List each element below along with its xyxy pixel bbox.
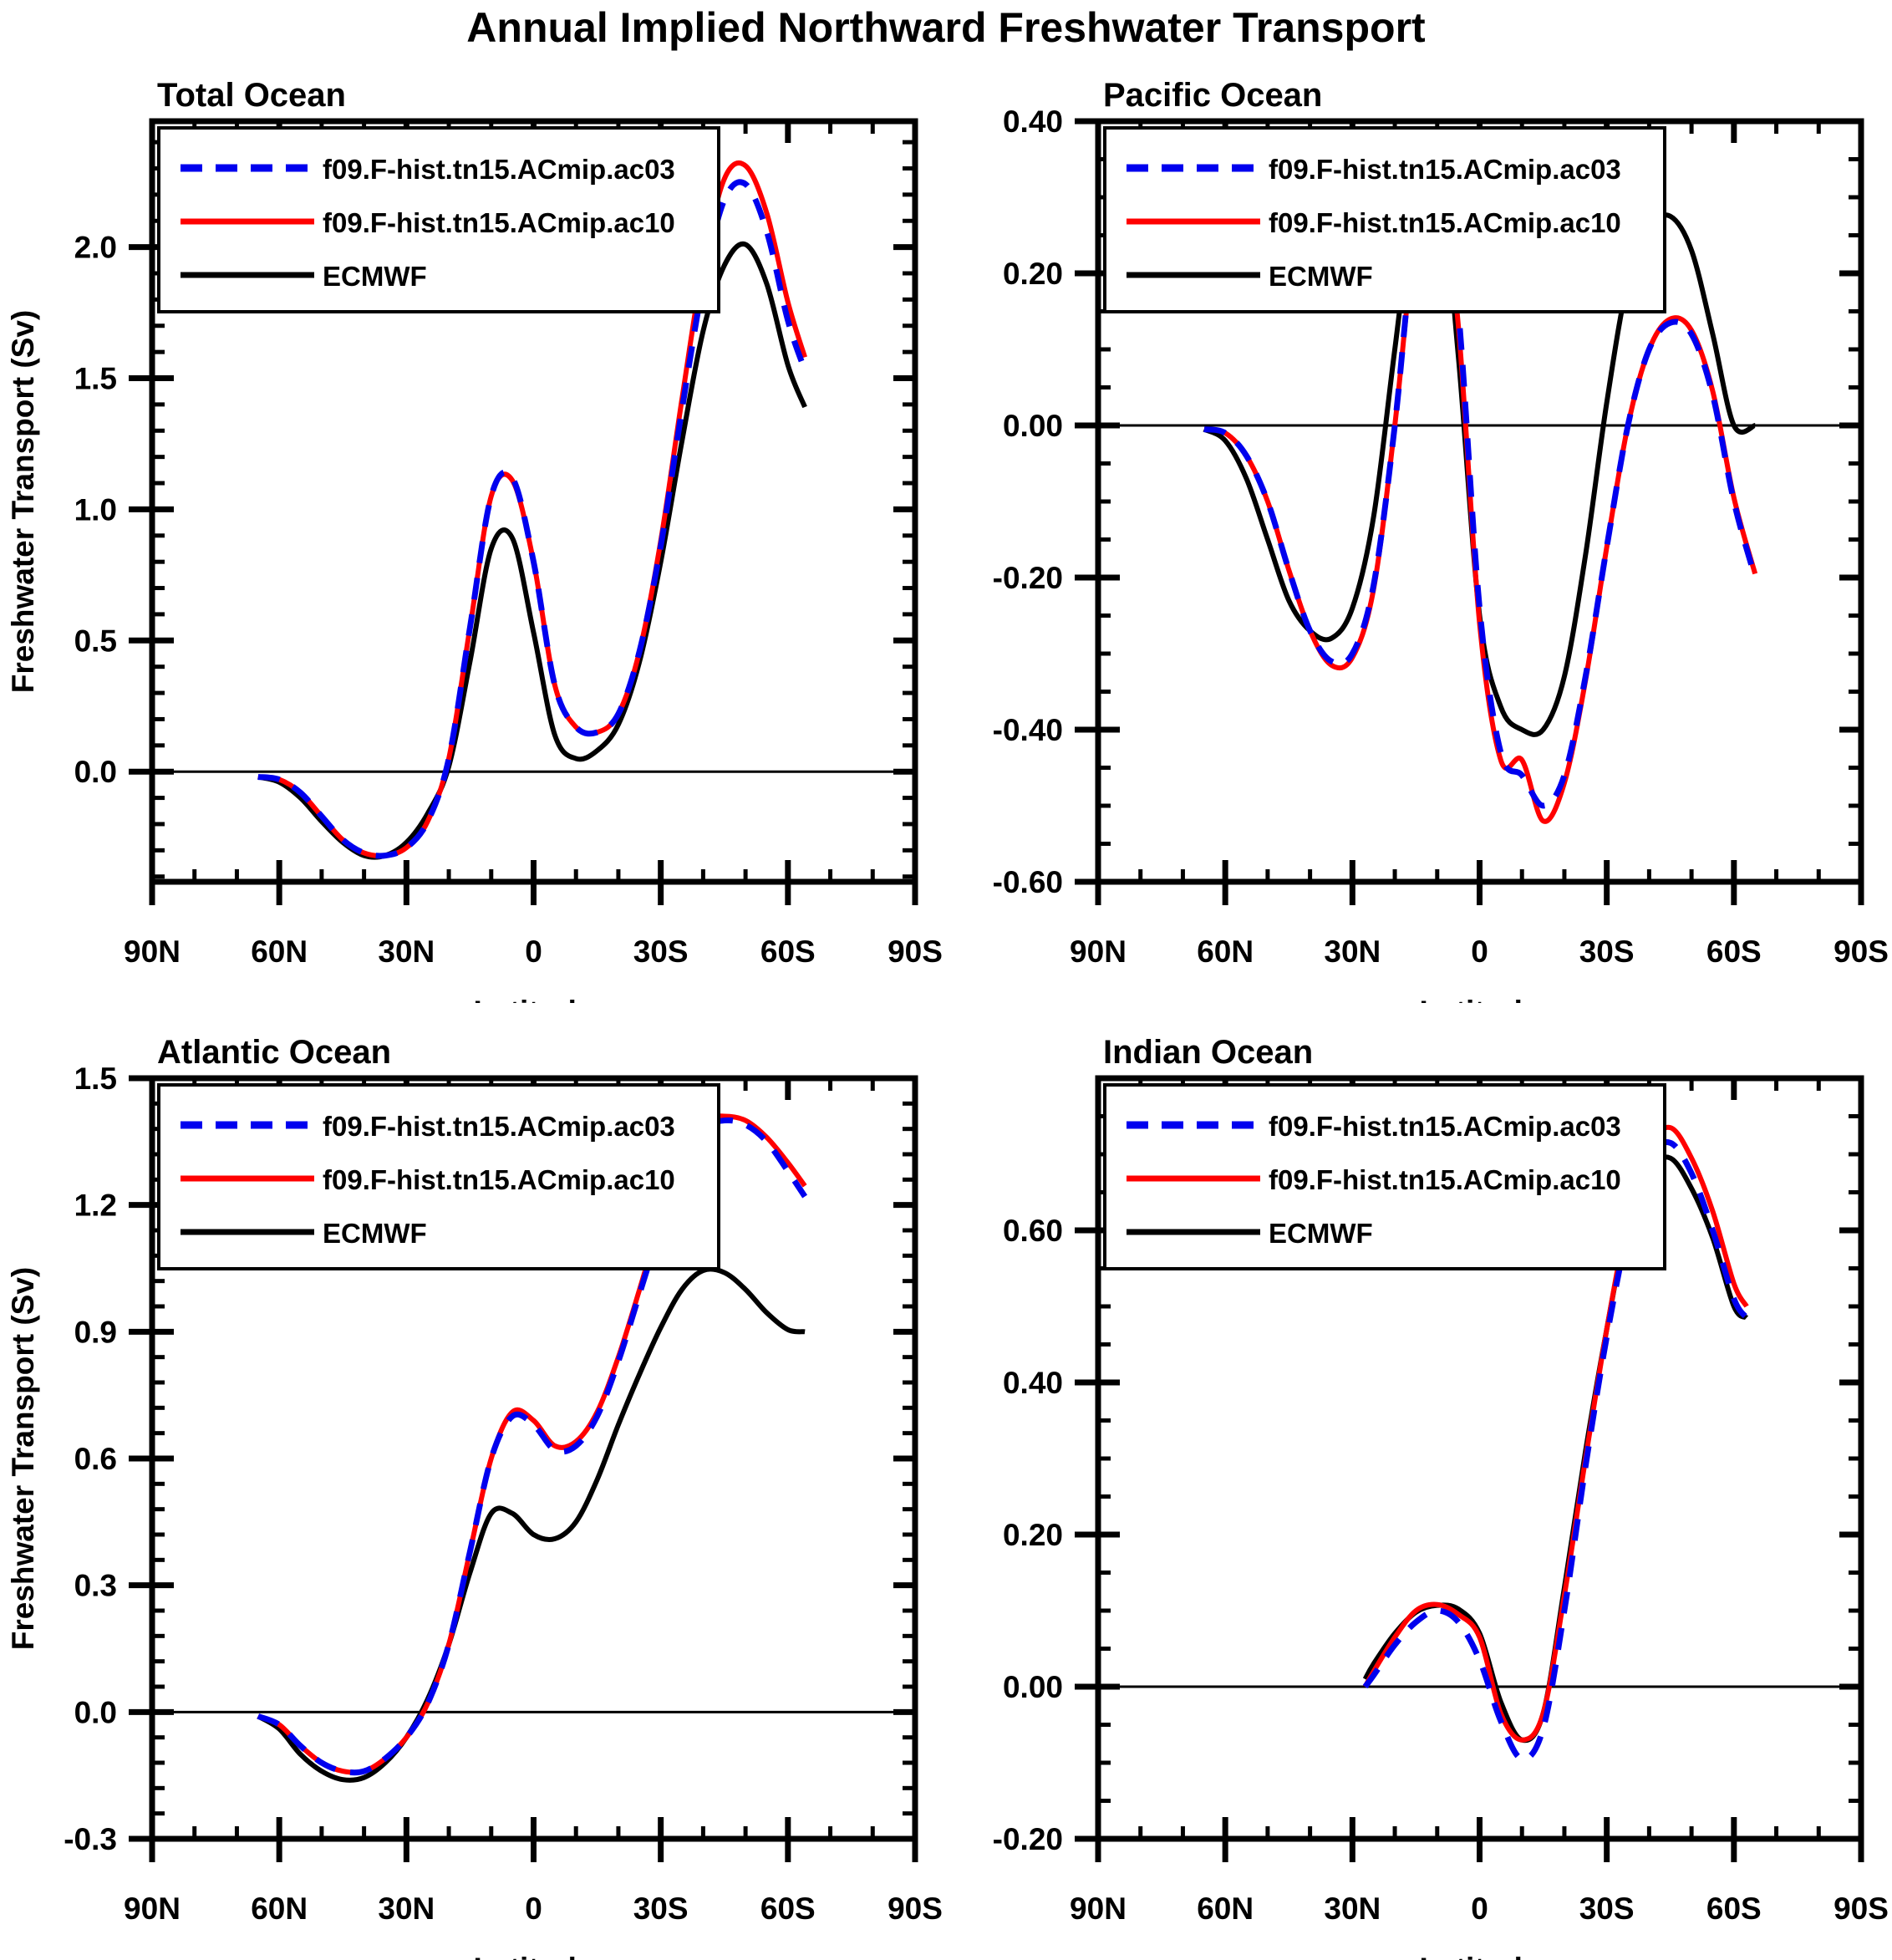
y-axis-title: Freshwater Transport (Sv): [6, 310, 40, 694]
x-tick-label: 0: [525, 934, 542, 969]
y-tick-label: 1.2: [74, 1189, 117, 1223]
series-line-ac10: [1362, 1124, 1749, 1743]
y-tick-label: 0.60: [1003, 1214, 1063, 1248]
y-tick-label: 0.0: [74, 1695, 117, 1729]
y-tick-label: 1.5: [74, 362, 117, 396]
panel-indian-ocean: Indian Ocean 90N 60N 30N 0 30S 60S 90S 0.60 0.40 0…: [946, 1003, 1892, 1960]
x-tick-label: 90S: [888, 1891, 943, 1926]
x-tick-label: 90S: [888, 934, 943, 969]
panel-title: Atlantic Ocean: [157, 1034, 391, 1071]
legend-label: ECMWF: [323, 1218, 427, 1249]
y-tick-label: -0.20: [993, 561, 1063, 595]
legend-label: f09.F-hist.tn15.ACmip.ac03: [323, 1111, 675, 1142]
panel-title: Indian Ocean: [1103, 1034, 1313, 1071]
x-tick-label: 90N: [1070, 1891, 1127, 1926]
y-tick-label: 1.0: [74, 492, 117, 527]
axis-ticks: [1075, 1076, 1864, 1862]
y-tick-label: -0.40: [993, 713, 1063, 747]
y-tick-label: 0.00: [1003, 409, 1063, 443]
x-tick-label: 0: [1471, 1891, 1488, 1926]
legend-label: ECMWF: [323, 261, 427, 292]
axis-ticks: [129, 121, 918, 905]
y-tick-label: 0.20: [1003, 257, 1063, 291]
series-line-ac03: [1362, 1138, 1749, 1763]
x-tick-label: 60N: [1197, 934, 1254, 969]
legend-label: f09.F-hist.tn15.ACmip.ac10: [1269, 1164, 1621, 1195]
x-tick-label: 60S: [760, 934, 816, 969]
x-tick-label: 90N: [124, 1891, 181, 1926]
y-tick-label: 2.0: [74, 231, 117, 265]
x-tick-label: 0: [525, 1891, 542, 1926]
y-tick-label: 0.40: [1003, 1366, 1063, 1400]
x-tick-label: 30N: [1324, 934, 1381, 969]
legend: f09.F-hist.tn15.ACmip.ac03 f09.F-hist.tn1…: [157, 126, 720, 313]
x-tick-label: 0: [1471, 934, 1488, 969]
x-tick-label: 60S: [1706, 934, 1762, 969]
chart-atlantic-ocean: Atlantic Ocean 90N 60N 30N 0 30S 60S 90S 1.5 1.2 0…: [6, 1034, 943, 1960]
panel-title: Total Ocean: [157, 77, 346, 114]
y-tick-label: 0.0: [74, 755, 117, 789]
y-tick-label: 0.40: [1003, 104, 1063, 139]
x-tick-label: 60S: [760, 1891, 816, 1926]
y-tick-label: 0.20: [1003, 1518, 1063, 1552]
chart-total-ocean: Total Ocean 90N 60N 30N 0 30S 60S 90S 0.0 0.5 1.0 1…: [6, 77, 943, 1003]
panel-total-ocean: Total Ocean 90N 60N 30N 0 30S 60S 90S 0.0 0.5 1.0 1…: [0, 46, 946, 1003]
legend-label: ECMWF: [1269, 1218, 1373, 1249]
y-tick-label: -0.60: [993, 865, 1063, 899]
legend-label: f09.F-hist.tn15.ACmip.ac10: [1269, 207, 1621, 238]
x-tick-label: 60N: [251, 1891, 308, 1926]
figure-title: Annual Implied Northward Freshwater Tran…: [466, 4, 1426, 51]
y-tick-label: -0.3: [64, 1822, 117, 1856]
y-tick-label: -0.20: [993, 1822, 1063, 1856]
chart-indian-ocean: Indian Ocean 90N 60N 30N 0 30S 60S 90S 0.60 0.40 0…: [993, 1034, 1889, 1960]
legend-label: f09.F-hist.tn15.ACmip.ac03: [323, 154, 675, 185]
y-tick-label: 0.3: [74, 1569, 117, 1603]
panel-title: Pacific Ocean: [1103, 77, 1322, 114]
x-tick-label: 30N: [378, 934, 435, 969]
y-tick-label: 1.5: [74, 1061, 117, 1096]
legend: f09.F-hist.tn15.ACmip.ac03 f09.F-hist.tn1…: [1103, 126, 1666, 313]
chart-pacific-ocean: Pacific Ocean 90N 60N 30N 0 30S 60S 90S 0.40 0.20…: [993, 77, 1889, 1003]
x-tick-label: 30N: [378, 1891, 435, 1926]
panel-pacific-ocean: Pacific Ocean 90N 60N 30N 0 30S 60S 90S 0.40 0.20…: [946, 46, 1892, 1003]
y-tick-label: 0.9: [74, 1315, 117, 1349]
x-axis-title: Latitude: [474, 995, 594, 1003]
series-line-ecmwf: [257, 1266, 806, 1783]
legend: f09.F-hist.tn15.ACmip.ac03 f09.F-hist.tn1…: [157, 1083, 720, 1270]
x-tick-label: 30S: [633, 934, 689, 969]
x-tick-label: 30S: [1579, 934, 1635, 969]
legend-label: f09.F-hist.tn15.ACmip.ac03: [1269, 154, 1621, 185]
legend-label: f09.F-hist.tn15.ACmip.ac03: [1269, 1111, 1621, 1142]
x-tick-label: 90S: [1834, 934, 1889, 969]
series-line-ac03: [1203, 130, 1758, 809]
x-tick-label: 30S: [633, 1891, 689, 1926]
series-group: [1362, 1124, 1749, 1763]
x-tick-label: 60N: [1197, 1891, 1254, 1926]
x-tick-label: 60N: [251, 934, 308, 969]
x-tick-label: 60S: [1706, 1891, 1762, 1926]
x-tick-label: 90N: [124, 934, 181, 969]
x-axis-title: Latitude: [474, 1952, 594, 1960]
x-tick-label: 90S: [1834, 1891, 1889, 1926]
y-axis-title: Freshwater Transport (Sv): [6, 1267, 40, 1651]
x-tick-label: 30S: [1579, 1891, 1635, 1926]
panel-atlantic-ocean: Atlantic Ocean 90N 60N 30N 0 30S 60S 90S 1.5 1.2 0…: [0, 1003, 946, 1960]
legend-label: ECMWF: [1269, 261, 1373, 292]
y-tick-label: 0.00: [1003, 1670, 1063, 1704]
x-tick-label: 90N: [1070, 934, 1127, 969]
x-axis-title: Latitude: [1420, 995, 1540, 1003]
legend-label: f09.F-hist.tn15.ACmip.ac10: [323, 1164, 675, 1195]
y-tick-label: 0.5: [74, 624, 117, 658]
legend: f09.F-hist.tn15.ACmip.ac03 f09.F-hist.tn1…: [1103, 1083, 1666, 1270]
y-tick-label: 0.6: [74, 1442, 117, 1476]
x-tick-label: 30N: [1324, 1891, 1381, 1926]
legend-label: f09.F-hist.tn15.ACmip.ac10: [323, 207, 675, 238]
x-axis-title: Latitude: [1420, 1952, 1540, 1960]
